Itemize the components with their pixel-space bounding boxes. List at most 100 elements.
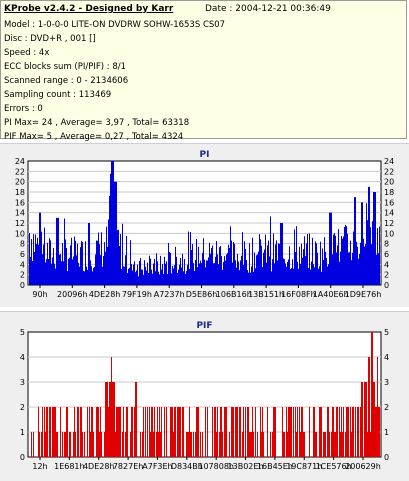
- data-bar: [93, 267, 94, 285]
- data-bar: [101, 432, 102, 457]
- data-bar: [212, 245, 213, 285]
- data-bar: [83, 270, 84, 285]
- data-bar: [123, 266, 124, 285]
- data-bar: [33, 234, 34, 285]
- data-bar: [184, 259, 185, 285]
- y-tick-label-left: 10: [15, 229, 25, 238]
- x-tick-label: 1A40E6h: [313, 290, 349, 299]
- data-bar: [339, 407, 340, 457]
- data-bar: [262, 407, 263, 457]
- data-bar: [224, 407, 225, 457]
- data-bar: [114, 181, 115, 285]
- data-bar: [253, 432, 254, 457]
- x-tick-label: 16F08Fh: [281, 290, 316, 299]
- data-bar: [204, 259, 205, 285]
- x-tick-label: 1D9E76h: [345, 290, 382, 299]
- data-bar: [257, 254, 258, 285]
- data-bar: [303, 249, 304, 285]
- data-bar: [374, 192, 375, 285]
- info-errors: Errors : 0: [4, 104, 43, 114]
- data-bar: [196, 407, 197, 457]
- data-bar: [112, 161, 113, 285]
- data-bar: [270, 216, 271, 285]
- y-tick-label-right: 4: [384, 260, 389, 269]
- data-bar: [173, 268, 174, 285]
- data-bar: [249, 243, 250, 285]
- data-bar: [316, 243, 317, 285]
- data-bar: [81, 407, 82, 457]
- data-bar: [109, 196, 110, 285]
- data-bar: [56, 217, 57, 285]
- data-bar: [230, 226, 231, 285]
- data-bar: [192, 243, 193, 285]
- data-bar: [59, 254, 60, 285]
- data-bar: [105, 251, 106, 285]
- data-bar: [337, 407, 338, 457]
- data-bar: [327, 266, 328, 285]
- y-tick-label-left: 16: [15, 198, 25, 207]
- data-bar: [47, 407, 48, 457]
- data-bar: [234, 243, 235, 285]
- data-bar: [132, 270, 133, 285]
- data-bar: [125, 432, 126, 457]
- data-bar: [229, 248, 230, 285]
- data-bar: [112, 382, 113, 457]
- data-bar: [226, 407, 227, 457]
- info-disc: Disc : DVD+R , 001 []: [4, 34, 96, 44]
- data-bar: [275, 407, 276, 457]
- x-tick-label: 4DE28h: [89, 290, 121, 299]
- data-bar: [338, 229, 339, 285]
- data-bar: [272, 432, 273, 457]
- data-bar: [327, 407, 328, 457]
- data-bar: [286, 266, 287, 285]
- data-bar: [53, 407, 54, 457]
- data-bar: [314, 407, 315, 457]
- data-bar: [172, 407, 173, 457]
- data-bar: [247, 269, 248, 285]
- data-bar: [351, 260, 352, 285]
- data-bar: [57, 217, 58, 285]
- data-bar: [319, 407, 320, 457]
- data-bar: [108, 407, 109, 457]
- data-bar: [236, 267, 237, 285]
- x-tick-label: 13B02Eh: [228, 462, 264, 471]
- data-bar: [162, 263, 163, 285]
- data-bar: [329, 212, 330, 285]
- data-bar: [187, 264, 188, 285]
- data-bar: [152, 273, 153, 285]
- data-bar: [60, 254, 61, 285]
- data-bar: [117, 230, 118, 285]
- data-bar: [318, 268, 319, 285]
- data-bar: [156, 432, 157, 457]
- data-bar: [183, 407, 184, 457]
- data-bar: [135, 382, 136, 457]
- data-bar: [67, 271, 68, 285]
- data-bar: [281, 223, 282, 285]
- data-bar: [315, 241, 316, 285]
- data-bar: [335, 432, 336, 457]
- data-bar: [120, 234, 121, 285]
- data-bar: [151, 407, 152, 457]
- y-tick-label-right: 22: [384, 167, 394, 176]
- data-bar: [50, 407, 51, 457]
- data-bar: [205, 267, 206, 285]
- data-bar: [364, 382, 365, 457]
- data-bar: [232, 262, 233, 285]
- x-tick-label: 16B45Eh: [257, 462, 293, 471]
- y-tick-label-right: 24: [384, 157, 394, 166]
- data-bar: [120, 407, 121, 457]
- data-bar: [222, 269, 223, 285]
- data-bar: [378, 407, 379, 457]
- y-tick-label-left: 1: [20, 428, 25, 437]
- data-bar: [170, 407, 171, 457]
- data-bar: [367, 432, 368, 457]
- data-bar: [188, 231, 189, 285]
- data-bar: [125, 255, 126, 285]
- data-bar: [376, 254, 377, 285]
- data-bar: [44, 407, 45, 457]
- data-bar: [80, 407, 81, 457]
- data-bar: [49, 407, 50, 457]
- x-tick-label: 12h: [32, 462, 47, 471]
- data-bar: [196, 238, 197, 285]
- data-bar: [150, 432, 151, 457]
